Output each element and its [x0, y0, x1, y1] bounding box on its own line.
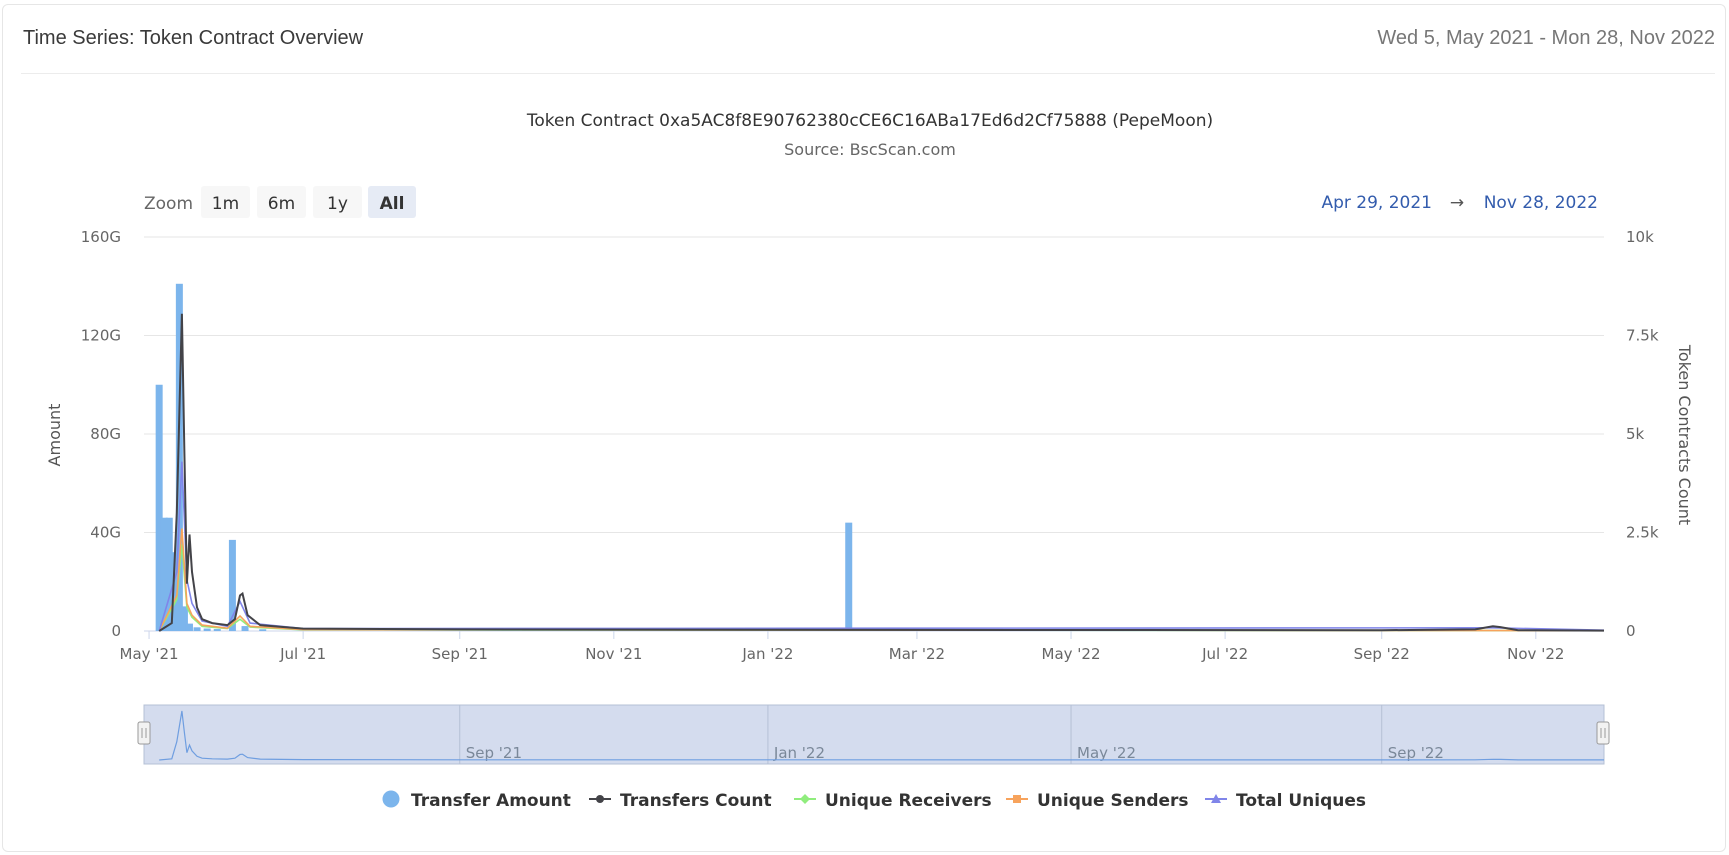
legend-label: Transfers Count	[620, 791, 772, 811]
zoom-button-6m-label: 6m	[268, 194, 295, 214]
grid-lines	[144, 236, 1604, 632]
legend-marker	[1211, 794, 1221, 803]
legend-label: Transfer Amount	[411, 791, 571, 811]
x-tick-label: Mar '22	[889, 645, 945, 663]
navigator-series	[159, 710, 1604, 761]
y-right-tick-label: 0	[1626, 622, 1636, 640]
transfer-amount-bar[interactable]	[160, 517, 168, 631]
x-tick-label: Sep '22	[1354, 645, 1410, 663]
x-tick-label: Jul '22	[1201, 645, 1248, 663]
legend-marker	[800, 794, 810, 804]
zoom-button-all-label: All	[380, 194, 405, 214]
navigator-handle-left[interactable]	[137, 721, 151, 745]
zoom-button-1m[interactable]: 1m	[201, 186, 250, 218]
transfer-amount-bar[interactable]	[180, 606, 188, 631]
navigator-label: Jan '22	[773, 744, 825, 762]
zoom-button-all[interactable]: All	[368, 186, 416, 218]
transfer-amount-bar[interactable]	[228, 539, 236, 631]
transfer-amount-bar[interactable]	[259, 629, 267, 631]
transfer-amount-bar[interactable]	[185, 623, 193, 631]
y-left-tick-labels: 0 40G 80G 120G 160G	[81, 228, 121, 640]
transfer-amount-bar[interactable]	[193, 627, 201, 631]
legend-marker	[596, 795, 604, 803]
panel-header: Time Series: Token Contract Overview Wed…	[21, 5, 1715, 74]
y-right-tick-label: 5k	[1626, 425, 1645, 443]
y-right-tick-label: 2.5k	[1626, 524, 1659, 542]
transfer-amount-bar[interactable]	[213, 629, 221, 631]
y-right-tick-label: 10k	[1626, 228, 1654, 246]
y-left-tick-label: 160G	[81, 228, 121, 246]
range-to-input[interactable]: Nov 28, 2022	[1484, 193, 1598, 213]
chart-title: Token Contract 0xa5AC8f8E90762380cCE6C16…	[526, 111, 1213, 131]
legend-item-total-uniques[interactable]: Total Uniques	[1205, 791, 1366, 811]
y-left-axis-title: Amount	[45, 404, 64, 467]
navigator-labels: Sep '21 Jan '22 May '22 Sep '22	[466, 744, 1444, 762]
y-right-axis-title: Token Contracts Count	[1675, 344, 1694, 525]
navigator-mask	[143, 704, 1605, 765]
legend-marker	[382, 790, 400, 808]
transfer-amount-bar[interactable]	[170, 552, 178, 631]
y-right-tick-label: 7.5k	[1626, 327, 1659, 345]
legend-item-unique-senders[interactable]: Unique Senders	[1006, 791, 1189, 811]
zoom-label: Zoom	[144, 194, 193, 214]
transfers-count-line[interactable]	[158, 313, 1605, 632]
navigator[interactable]: Sep '21 Jan '22 May '22 Sep '22	[137, 704, 1610, 765]
zoom-button-1y-label: 1y	[327, 194, 348, 214]
transfer-amount-bar[interactable]	[203, 628, 211, 631]
legend-item-transfers-count[interactable]: Transfers Count	[589, 791, 772, 811]
y-left-tick-label: 0	[111, 622, 121, 640]
navigator-handle-right[interactable]	[1596, 721, 1610, 745]
x-tick-label: Jan '22	[741, 645, 793, 663]
chart-subtitle: Source: BscScan.com	[784, 140, 956, 159]
unique-receivers-line[interactable]	[158, 544, 1605, 632]
legend-label: Total Uniques	[1236, 791, 1366, 811]
legend-item-unique-receivers[interactable]: Unique Receivers	[794, 791, 992, 811]
y-right-tick-labels: 0 2.5k 5k 7.5k 10k	[1626, 228, 1659, 640]
navigator-label: May '22	[1077, 744, 1136, 762]
transfer-amount-bar[interactable]	[165, 517, 173, 631]
y-left-tick-label: 40G	[90, 524, 121, 542]
x-tick-label: May '21	[120, 645, 179, 663]
legend-marker	[1013, 795, 1021, 803]
y-left-tick-label: 80G	[90, 425, 121, 443]
x-tick-label: Nov '22	[1507, 645, 1564, 663]
legend: Transfer Amount Transfers Count Unique Rec…	[382, 790, 1366, 812]
zoom-button-1y[interactable]: 1y	[313, 186, 362, 218]
range-arrow: →	[1450, 193, 1464, 213]
x-tick-labels: May '21 Jul '21 Sep '21 Nov '21 Jan '22 Mar '…	[120, 631, 1564, 663]
x-tick-label: May '22	[1042, 645, 1101, 663]
navigator-label: Sep '22	[1388, 744, 1444, 762]
transfer-amount-bar[interactable]	[155, 384, 163, 631]
unique-senders-line[interactable]	[158, 528, 1605, 632]
legend-label: Unique Senders	[1037, 791, 1189, 811]
range-from-input[interactable]: Apr 29, 2021	[1321, 193, 1432, 213]
transfer-amount-bar[interactable]	[241, 626, 249, 631]
navigator-separators	[459, 705, 1383, 764]
panel-title: Time Series: Token Contract Overview	[23, 27, 364, 49]
panel-date-range: Wed 5, May 2021 - Mon 28, Nov 2022	[1377, 27, 1715, 49]
legend-item-transfer-amount[interactable]: Transfer Amount	[382, 790, 571, 812]
zoom-button-6m[interactable]: 6m	[257, 186, 306, 218]
transfer-amount-bar[interactable]	[845, 522, 853, 631]
plot-area[interactable]	[155, 283, 1605, 632]
legend-label: Unique Receivers	[825, 791, 992, 811]
zoom-button-1m-label: 1m	[212, 194, 239, 214]
total-uniques-line[interactable]	[158, 461, 1605, 632]
transfer-amount-bar[interactable]	[175, 283, 183, 631]
y-left-tick-label: 120G	[81, 327, 121, 345]
x-tick-label: Sep '21	[432, 645, 488, 663]
x-tick-label: Nov '21	[585, 645, 642, 663]
x-tick-label: Jul '21	[279, 645, 326, 663]
navigator-label: Sep '21	[466, 744, 522, 762]
